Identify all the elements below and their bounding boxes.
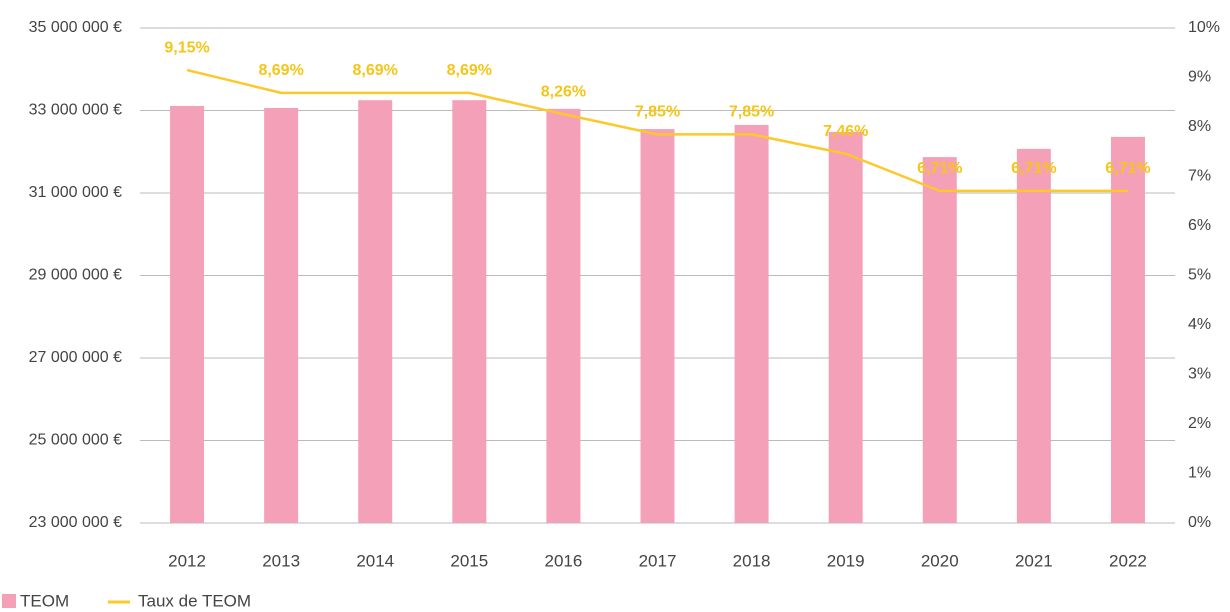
bar bbox=[170, 105, 205, 524]
y-tick-label: 23 000 000 € bbox=[29, 514, 123, 531]
y2-tick-label: 4% bbox=[1188, 316, 1211, 333]
value-label: 8,69% bbox=[258, 62, 303, 79]
x-tick-label: 2022 bbox=[1109, 551, 1147, 570]
x-tick-label: 2020 bbox=[921, 551, 959, 570]
bar bbox=[264, 108, 299, 524]
y2-tick-label: 9% bbox=[1188, 69, 1211, 86]
y-tick-label: 31 000 000 € bbox=[29, 184, 123, 201]
bar bbox=[734, 124, 769, 523]
y2-tick-label: 10% bbox=[1188, 19, 1220, 36]
x-tick-label: 2016 bbox=[544, 551, 582, 570]
bar bbox=[922, 157, 957, 524]
y-tick-label: 33 000 000 € bbox=[29, 102, 123, 119]
x-tick-label: 2021 bbox=[1015, 551, 1053, 570]
y2-tick-label: 2% bbox=[1188, 415, 1211, 432]
bar bbox=[1016, 148, 1051, 524]
x-tick-label: 2019 bbox=[827, 551, 865, 570]
y2-tick-label: 7% bbox=[1188, 168, 1211, 185]
x-tick-label: 2015 bbox=[450, 551, 488, 570]
value-label: 6,71% bbox=[917, 160, 962, 177]
bar bbox=[1110, 136, 1145, 523]
y-tick-label: 29 000 000 € bbox=[29, 267, 123, 284]
y2-tick-label: 0% bbox=[1188, 514, 1211, 531]
bar bbox=[546, 108, 581, 523]
bar bbox=[452, 100, 487, 523]
bar bbox=[358, 100, 393, 523]
legend-swatch bbox=[2, 594, 16, 608]
y-tick-label: 25 000 000 € bbox=[29, 432, 123, 449]
x-tick-label: 2014 bbox=[356, 551, 394, 570]
value-label: 7,85% bbox=[635, 104, 680, 121]
legend-label: Taux de TEOM bbox=[138, 591, 251, 610]
y2-tick-label: 5% bbox=[1188, 267, 1211, 284]
x-tick-label: 2017 bbox=[639, 551, 677, 570]
line bbox=[186, 68, 1128, 193]
value-label: 8,69% bbox=[353, 62, 398, 79]
value-label: 7,46% bbox=[823, 123, 868, 140]
legend-label: TEOM bbox=[20, 591, 69, 610]
value-label: 6,71% bbox=[1011, 160, 1056, 177]
value-label: 9,15% bbox=[164, 39, 209, 56]
y-tick-label: 27 000 000 € bbox=[29, 349, 123, 366]
y2-tick-label: 3% bbox=[1188, 366, 1211, 383]
x-tick-label: 2012 bbox=[168, 551, 206, 570]
bar bbox=[828, 131, 863, 523]
value-label: 8,69% bbox=[447, 62, 492, 79]
value-label: 7,85% bbox=[729, 104, 774, 121]
y2-tick-label: 8% bbox=[1188, 118, 1211, 135]
x-tick-label: 2018 bbox=[733, 551, 771, 570]
bar bbox=[640, 129, 675, 523]
value-label: 6,71% bbox=[1105, 160, 1150, 177]
y2-tick-label: 1% bbox=[1188, 465, 1211, 482]
y-tick-label: 35 000 000 € bbox=[29, 19, 123, 36]
x-tick-label: 2013 bbox=[262, 551, 300, 570]
y2-tick-label: 6% bbox=[1188, 217, 1211, 234]
value-label: 8,26% bbox=[541, 83, 586, 100]
